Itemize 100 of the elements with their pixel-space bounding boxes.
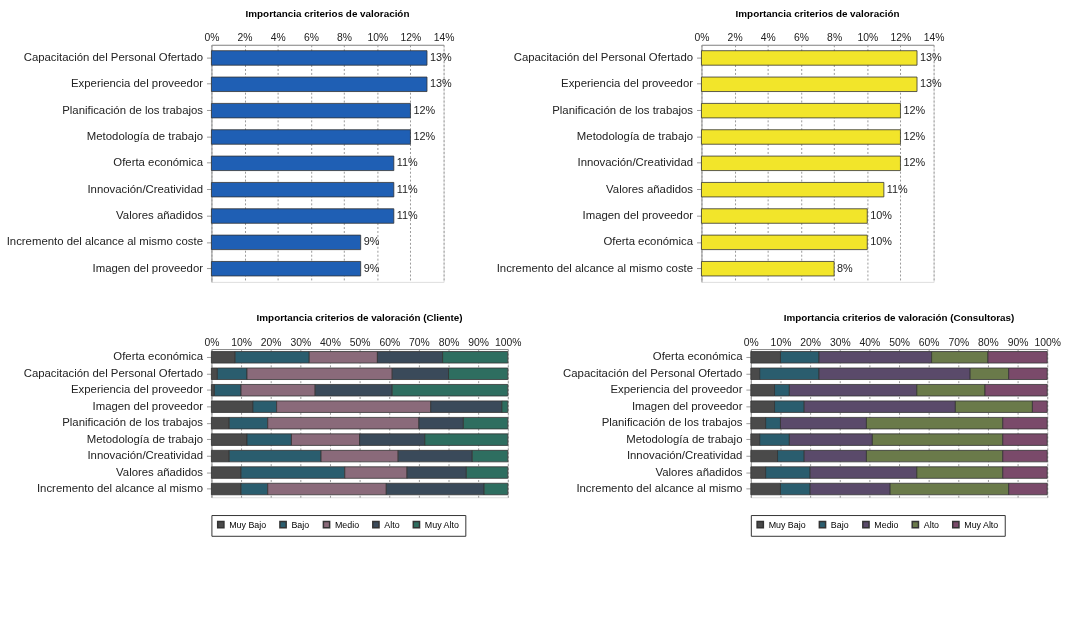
data-label: 11% xyxy=(886,182,909,195)
bar xyxy=(211,234,362,251)
x-tick-label: 4% xyxy=(270,32,286,44)
x-tick-label: 10% xyxy=(231,336,252,348)
bar xyxy=(701,261,835,277)
y-tick-label: Oferta económica xyxy=(603,235,694,248)
x-tick-label: 8% xyxy=(337,32,353,44)
bar xyxy=(211,76,428,92)
data-label: 11% xyxy=(396,182,419,195)
y-tick-label: Valores añadidos xyxy=(606,182,694,195)
bar xyxy=(701,155,901,171)
x-tick-label: 0% xyxy=(743,336,759,348)
y-tick-label: Imagen del proveedor xyxy=(92,399,204,412)
x-tick-label: 12% xyxy=(890,32,912,44)
y-tick-label: Innovación/Creatividad xyxy=(577,156,694,169)
x-tick-label: 70% xyxy=(409,336,430,348)
y-tick-label: Imagen del proveedor xyxy=(582,208,694,221)
y-tick-label: Imagen del proveedor xyxy=(631,399,743,412)
x-tick-label: 100% xyxy=(495,336,522,348)
x-tick-label: 2% xyxy=(237,32,253,44)
x-tick-label: 90% xyxy=(1007,336,1029,348)
data-label: 13% xyxy=(919,50,943,63)
x-tick-label: 50% xyxy=(349,336,371,348)
y-tick-label: Metodología de trabajo xyxy=(576,129,694,142)
x-tick-label: 2% xyxy=(727,32,743,44)
y-tick-label: Oferta económica xyxy=(652,350,744,363)
chart-title: Importancia criterios de valoración xyxy=(735,8,900,20)
x-tick-label: 14% xyxy=(923,32,945,44)
bar xyxy=(211,129,411,145)
x-tick-label: 60% xyxy=(379,336,401,348)
y-tick-label: Incremento del alcance al mismo xyxy=(36,481,204,494)
x-tick-label: 20% xyxy=(800,336,821,348)
data-label: 12% xyxy=(413,103,436,116)
y-tick-label: Capacitación del Personal Ofertado xyxy=(23,366,204,379)
y-tick-label: Innovación/Creatividad xyxy=(87,449,204,462)
y-tick-label: Capacitación del Personal Ofertado xyxy=(563,366,743,379)
x-tick-label: 10% xyxy=(857,32,879,44)
y-tick-label: Oferta económica xyxy=(113,350,204,363)
bar xyxy=(701,50,918,66)
data-label: 12% xyxy=(903,103,926,116)
bar xyxy=(701,182,885,198)
legend-label: Muy Alto xyxy=(424,519,459,530)
x-tick-label: 30% xyxy=(290,336,312,348)
data-label: 10% xyxy=(870,235,893,248)
y-tick-label: Experiencia del proveedor xyxy=(610,383,743,396)
bar xyxy=(701,234,868,251)
y-tick-label: Incremento del alcance al mismo coste xyxy=(6,235,204,248)
legend-label: Muy Bajo xyxy=(768,519,806,530)
x-tick-label: 100% xyxy=(1034,336,1061,348)
data-label: 12% xyxy=(413,129,436,142)
y-tick-label: Valores añadidos xyxy=(116,465,204,478)
legend-label: Alto xyxy=(923,519,940,530)
legend-label: Medio xyxy=(874,519,899,530)
chart-title: Importancia criterios de valoración (Cliente) xyxy=(256,312,463,324)
data-label: 13% xyxy=(429,50,453,63)
y-tick-label: Experiencia del proveedor xyxy=(561,77,694,90)
y-tick-label: Valores añadidos xyxy=(655,465,743,478)
bar xyxy=(211,103,411,119)
legend-label: Bajo xyxy=(291,519,310,530)
data-label: 10% xyxy=(870,208,893,221)
x-tick-label: 6% xyxy=(303,32,319,44)
legend-label: Medio xyxy=(334,519,360,530)
data-label: 8% xyxy=(837,261,854,274)
data-label: 9% xyxy=(363,261,380,274)
x-tick-label: 40% xyxy=(859,336,881,348)
data-label: 11% xyxy=(396,156,419,169)
x-tick-label: 30% xyxy=(829,336,851,348)
bar xyxy=(211,208,395,224)
y-tick-label: Metodología de trabajo xyxy=(86,432,204,445)
x-tick-label: 70% xyxy=(948,336,970,348)
y-tick-label: Incremento del alcance al mismo coste xyxy=(496,261,694,274)
y-tick-label: Metodología de trabajo xyxy=(626,432,743,445)
x-tick-label: 12% xyxy=(400,32,422,44)
y-tick-label: Imagen del proveedor xyxy=(92,261,204,274)
y-tick-label: Experiencia del proveedor xyxy=(71,77,204,90)
y-tick-label: Metodología de trabajo xyxy=(86,129,204,142)
x-tick-label: 6% xyxy=(793,32,809,44)
chart-title: Importancia criterios de valoración xyxy=(245,8,410,20)
y-tick-label: Capacitación del Personal Ofertado xyxy=(513,50,694,63)
y-tick-label: Incremento del alcance al mismo xyxy=(576,481,743,494)
x-tick-label: 0% xyxy=(204,32,220,44)
legend-label: Bajo xyxy=(830,519,849,530)
bar xyxy=(211,182,395,198)
x-tick-label: 8% xyxy=(827,32,843,44)
x-tick-label: 20% xyxy=(260,336,282,348)
bar xyxy=(211,261,362,277)
legend-label: Muy Bajo xyxy=(229,519,267,530)
data-label: 11% xyxy=(396,208,419,221)
y-tick-label: Planificación de los trabajos xyxy=(601,416,743,429)
x-tick-label: 10% xyxy=(367,32,389,44)
bar xyxy=(701,76,918,92)
bar xyxy=(701,129,901,145)
x-tick-label: 0% xyxy=(694,32,710,44)
bar xyxy=(211,155,395,171)
bar xyxy=(701,103,901,119)
y-tick-label: Innovación/Creatividad xyxy=(87,182,204,195)
bar xyxy=(211,50,428,66)
x-tick-label: 60% xyxy=(918,336,940,348)
data-label: 13% xyxy=(429,77,453,90)
y-tick-label: Oferta económica xyxy=(113,156,204,169)
